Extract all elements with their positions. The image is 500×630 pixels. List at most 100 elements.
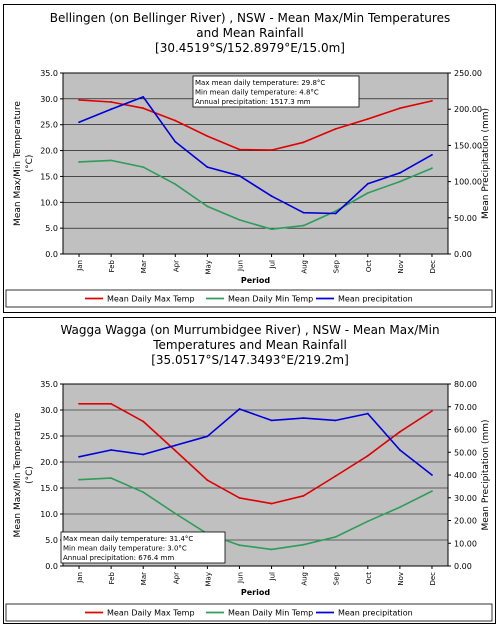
data-point xyxy=(174,444,177,447)
data-point xyxy=(110,101,113,103)
chart-title-line: Wagga Wagga (on Murrumbidgee River) , NS… xyxy=(60,323,439,337)
data-point xyxy=(78,402,80,405)
data-point xyxy=(142,491,145,494)
legend-entry: Mean Daily Max Temp xyxy=(107,609,195,618)
data-point xyxy=(302,417,305,420)
y-left-tick-label: 0.0 xyxy=(45,250,58,259)
data-point xyxy=(398,506,401,509)
x-tick-label: Jun xyxy=(236,572,244,584)
data-point xyxy=(238,174,241,177)
x-tick-label: May xyxy=(204,260,212,274)
data-point xyxy=(302,543,305,546)
data-point xyxy=(174,512,177,515)
data-point xyxy=(110,449,113,451)
x-tick-label: Jul xyxy=(269,572,277,582)
data-point xyxy=(366,182,369,185)
data-point xyxy=(366,192,369,194)
y-left-tick-label: 5.0 xyxy=(45,536,58,545)
stats-annotation-line: Max mean daily temperature: 31.4°C xyxy=(63,535,193,543)
y-right-tick-label: 40.00 xyxy=(454,471,477,480)
data-point xyxy=(431,474,433,476)
legend-entry: Mean precipitation xyxy=(338,295,413,304)
series-line-2 xyxy=(78,408,433,476)
x-tick-label: Jan xyxy=(76,572,84,584)
y-left-tick-label: 5.0 xyxy=(45,224,58,233)
y-right-tick-label: 60.00 xyxy=(454,426,477,435)
x-tick-label: Oct xyxy=(365,572,373,584)
legend-entry: Mean Daily Min Temp xyxy=(228,295,313,304)
x-tick-label: Jan xyxy=(76,260,84,272)
x-tick-label: Nov xyxy=(397,260,405,274)
data-point xyxy=(238,148,241,151)
stats-annotation-line: Max mean daily temperature: 29.8°C xyxy=(195,79,325,87)
stats-annotation-line: Min mean daily temperature: 3.0°C xyxy=(63,545,187,553)
data-point xyxy=(110,108,113,111)
chart-0: Bellingen (on Bellinger River) , NSW - M… xyxy=(3,4,496,313)
y-right-tick-label: 0.00 xyxy=(454,250,472,259)
x-tick-label: May xyxy=(204,572,212,586)
data-point xyxy=(302,211,305,214)
chart-title-line: Bellingen (on Bellinger River) , NSW - M… xyxy=(50,11,450,25)
data-point xyxy=(398,430,401,433)
chart-1: Wagga Wagga (on Murrumbidgee River) , NS… xyxy=(3,317,496,624)
data-point xyxy=(206,479,209,482)
y-left-tick-label: 30.0 xyxy=(40,95,58,104)
legend-entry: Mean Daily Min Temp xyxy=(228,609,313,618)
data-point xyxy=(431,167,433,170)
y-left-tick-label: 20.0 xyxy=(40,147,58,156)
data-point xyxy=(174,449,177,452)
data-point xyxy=(206,205,209,208)
data-point xyxy=(302,494,305,497)
stats-annotation-box xyxy=(60,531,226,564)
data-point xyxy=(238,544,241,547)
data-point xyxy=(431,100,433,102)
x-tick-label: Mar xyxy=(140,260,148,273)
data-point xyxy=(334,210,337,212)
y-right-tick-label: 70.00 xyxy=(454,403,477,412)
x-tick-label: Dec xyxy=(429,260,437,274)
data-point xyxy=(206,166,209,169)
series-line-0 xyxy=(78,99,433,151)
legend-entry: Mean Daily Max Temp xyxy=(107,295,195,304)
series-line-2 xyxy=(78,96,433,215)
series-line-1 xyxy=(78,477,433,551)
data-point xyxy=(78,98,80,101)
stats-annotation-line: Min mean daily temperature: 4.8°C xyxy=(195,89,319,97)
y-left-tick-label: 0.0 xyxy=(45,562,58,571)
y-right-tick-label: 250.00 xyxy=(454,69,482,78)
data-point xyxy=(142,453,145,456)
data-point xyxy=(110,159,113,162)
y-left-tick-label: 15.0 xyxy=(40,484,58,493)
x-tick-label: Apr xyxy=(172,572,180,584)
data-point xyxy=(238,218,241,221)
data-point xyxy=(302,141,305,144)
data-point xyxy=(110,402,113,405)
data-point xyxy=(238,408,241,410)
y-left-tick-label: 25.0 xyxy=(40,432,58,441)
y-right-tick-label: 100.00 xyxy=(454,178,482,187)
x-tick-label: Sep xyxy=(333,571,341,585)
x-axis-label: Period xyxy=(241,276,270,285)
y-left-axis-label: (°C) xyxy=(25,155,35,173)
data-point xyxy=(334,475,337,477)
data-point xyxy=(366,454,369,457)
stats-annotation-line: Annual precipitation: 676.4 mm xyxy=(63,554,174,562)
data-point xyxy=(206,435,209,438)
chart-title-line: Temperatures and Mean Rainfall xyxy=(152,338,347,352)
data-point xyxy=(206,135,209,137)
series-line-1 xyxy=(78,159,433,230)
data-point xyxy=(78,121,80,124)
stats-annotation-box xyxy=(192,75,360,108)
y-right-tick-label: 0.00 xyxy=(454,562,472,571)
data-point xyxy=(270,228,273,231)
data-point xyxy=(431,410,433,412)
data-point xyxy=(238,496,241,499)
x-tick-label: Apr xyxy=(172,260,180,272)
data-point xyxy=(398,172,401,174)
y-left-axis-label: Mean Max/Min Temperature xyxy=(13,412,23,537)
chart-title-line: [30.4519°S/152.8979°E/15.0m] xyxy=(155,41,345,55)
chart-title-line: and Mean Rainfall xyxy=(196,26,304,40)
y-left-tick-label: 35.0 xyxy=(40,69,58,78)
y-right-axis-label: Mean Precipitation (mm) xyxy=(481,108,491,219)
